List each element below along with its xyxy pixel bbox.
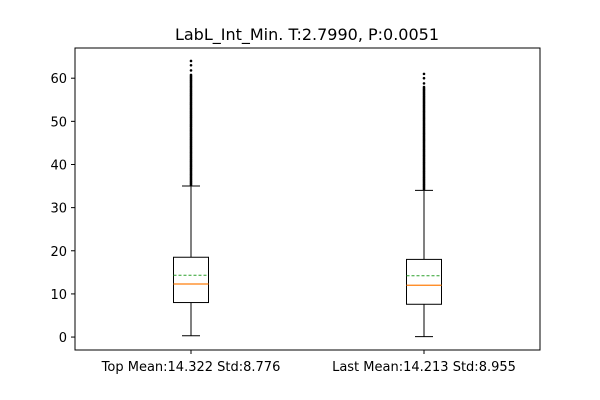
outlier-point: [422, 85, 426, 89]
box-iqr: [173, 256, 209, 304]
y-tick-label: 60: [50, 72, 67, 87]
y-tick-label: 40: [50, 158, 67, 173]
box-iqr: [406, 258, 442, 305]
outlier-point: [189, 59, 193, 63]
plot-frame: [74, 47, 541, 351]
plot-area: 0 10 20 30 40 50 60 Top Mean:14.322 Std:8.776 La…: [50, 47, 541, 375]
category-label: Last Mean:14.213 Std:8.955: [332, 360, 516, 375]
outlier-point: [189, 63, 193, 67]
outlier-point: [189, 73, 193, 77]
outlier-point: [422, 72, 426, 76]
y-tick-label: 20: [50, 245, 67, 260]
y-tick-label: 50: [50, 115, 67, 130]
y-tick-label: 10: [50, 288, 67, 303]
y-tick-label: 0: [59, 331, 67, 346]
y-tick-label: 30: [50, 202, 67, 217]
outlier-point: [422, 82, 426, 85]
outlier-point: [422, 76, 426, 80]
chart-title: LabL_Int_Min. T:2.7990, P:0.0051: [175, 25, 439, 45]
outlier-point: [189, 69, 193, 72]
category-label: Top Mean:14.322 Std:8.776: [101, 360, 281, 375]
